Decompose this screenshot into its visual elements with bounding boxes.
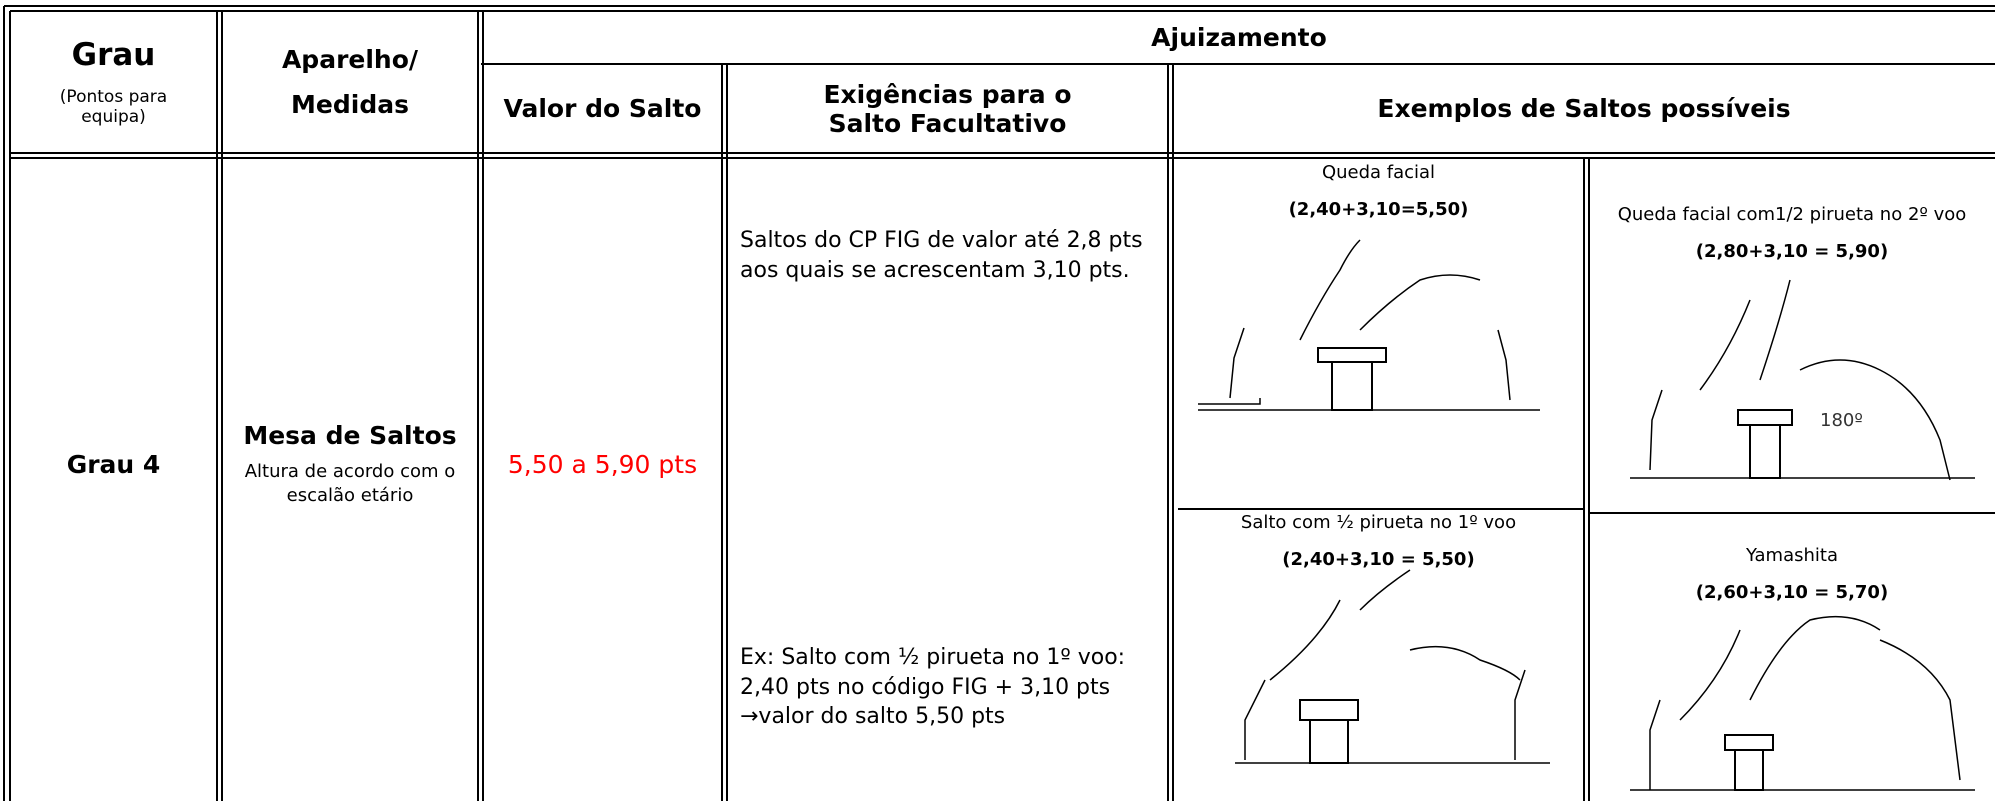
figure-label: 180º [1820,410,1863,431]
header-grau: Grau (Pontos para equipa) [10,11,217,153]
row-valor: 5,50 a 5,90 pts [507,449,698,479]
row-grau: Grau 4 [66,449,161,479]
text: Queda facial [1321,162,1436,183]
header-valor: Valor do Salto [503,94,702,123]
text: Grau [71,37,156,73]
drawing-1 [1198,239,1540,411]
text: Aparelho/ [281,45,419,74]
example-3: Salto com ½ pirueta no 1º voo (2,40+3,10… [1173,512,1584,570]
drawing-4 [1630,615,1975,791]
row-exemplo: Ex: Salto com ½ pirueta no 1º voo: 2,40 … [740,645,1126,730]
example-4: Yamashita (2,60+3,10 = 5,70) [1589,545,1995,603]
text: Salto com ½ pirueta no 1º voo [1240,512,1517,533]
text: (2,80+3,10 = 5,90) [1695,241,1889,262]
drawing-2 [1630,279,1975,481]
header-exigencias: Exigências para o Salto Facultativo [823,79,1072,138]
example-1: Queda facial (2,40+3,10=5,50) [1173,162,1584,220]
text: Queda facial com1/2 pirueta no 2º voo [1617,204,1967,225]
text: Altura de acordo com o escalão etário [244,461,456,506]
text: (2,40+3,10=5,50) [1288,199,1469,220]
text: Yamashita [1746,545,1838,566]
row-aparelho: Mesa de Saltos Altura de acordo com o es… [222,158,478,770]
drawing-3 [1235,569,1550,764]
text: (2,40+3,10 = 5,50) [1282,549,1475,570]
text: Medidas [291,90,409,119]
text: (2,60+3,10 = 5,70) [1695,582,1889,603]
header-aparelho: Aparelho/ Medidas [222,11,478,153]
example-2: Queda facial com1/2 pirueta no 2º voo (2… [1589,204,1995,262]
text: Mesa de Saltos [243,421,457,451]
header-exemplos: Exemplos de Saltos possíveis [1377,94,1791,123]
row-exigencias: Saltos do CP FIG de valor até 2,8 pts ao… [740,228,1143,283]
text: (Pontos para equipa) [59,87,168,127]
header-ajuizamento: Ajuizamento [1151,23,1327,52]
